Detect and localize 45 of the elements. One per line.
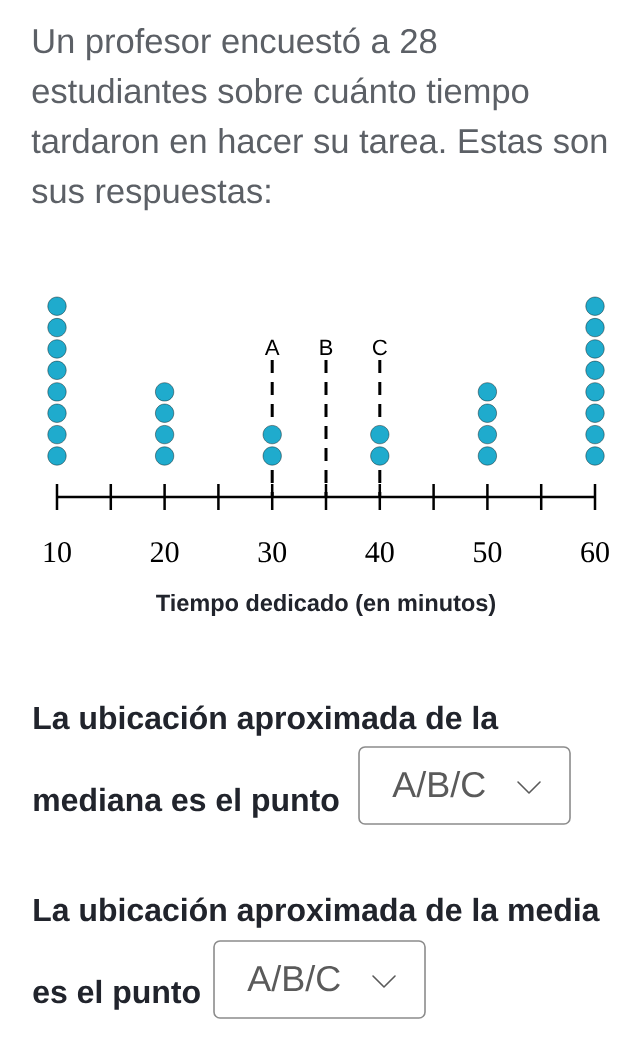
text: mediana es el punto	[34, 787, 339, 818]
text: A/B/C	[392, 770, 485, 798]
point	[585, 296, 605, 316]
ref-line-label: A	[264, 339, 280, 355]
point	[262, 446, 282, 466]
text: La ubicación aproximada de la	[34, 705, 499, 736]
point	[585, 318, 605, 337]
ref-line-label: B	[320, 339, 333, 355]
point	[155, 446, 174, 466]
point	[47, 446, 67, 466]
point	[478, 425, 497, 445]
point	[155, 403, 174, 423]
point	[47, 296, 67, 316]
text: La ubicación aproximada de la media	[34, 897, 600, 928]
x-tick-label: 60	[581, 542, 609, 563]
point	[585, 360, 605, 380]
point	[370, 425, 390, 445]
point	[585, 425, 605, 445]
point	[47, 339, 67, 359]
x-tick-label: 10	[44, 542, 71, 563]
x-tick-label: 40	[365, 542, 394, 563]
point	[47, 425, 67, 445]
x-axis-title: Tiempo dedicado (en minutos)	[156, 593, 496, 616]
point	[478, 382, 497, 402]
point	[155, 382, 174, 402]
point	[155, 425, 174, 445]
point	[47, 360, 67, 380]
x-tick-label: 20	[150, 542, 179, 563]
chart-title: Un profesor encuestó a 28 estudiantes sobre cuánto tiempo tardaron en hacer su tarea. Estas son sus respuestas:	[31, 27, 607, 211]
x-tick-label: 50	[474, 542, 502, 563]
point	[47, 382, 67, 402]
point	[478, 446, 497, 466]
point	[47, 403, 67, 423]
text: es el punto	[33, 979, 200, 1010]
point	[47, 318, 67, 337]
point	[585, 382, 605, 402]
ref-line-label: C	[372, 339, 387, 356]
point	[585, 339, 605, 359]
text: A/B/C	[247, 964, 340, 992]
x-tick-label: 30	[258, 542, 287, 563]
point	[585, 403, 605, 423]
point	[585, 446, 605, 466]
point	[370, 446, 390, 466]
point	[478, 403, 497, 423]
point	[262, 425, 282, 445]
